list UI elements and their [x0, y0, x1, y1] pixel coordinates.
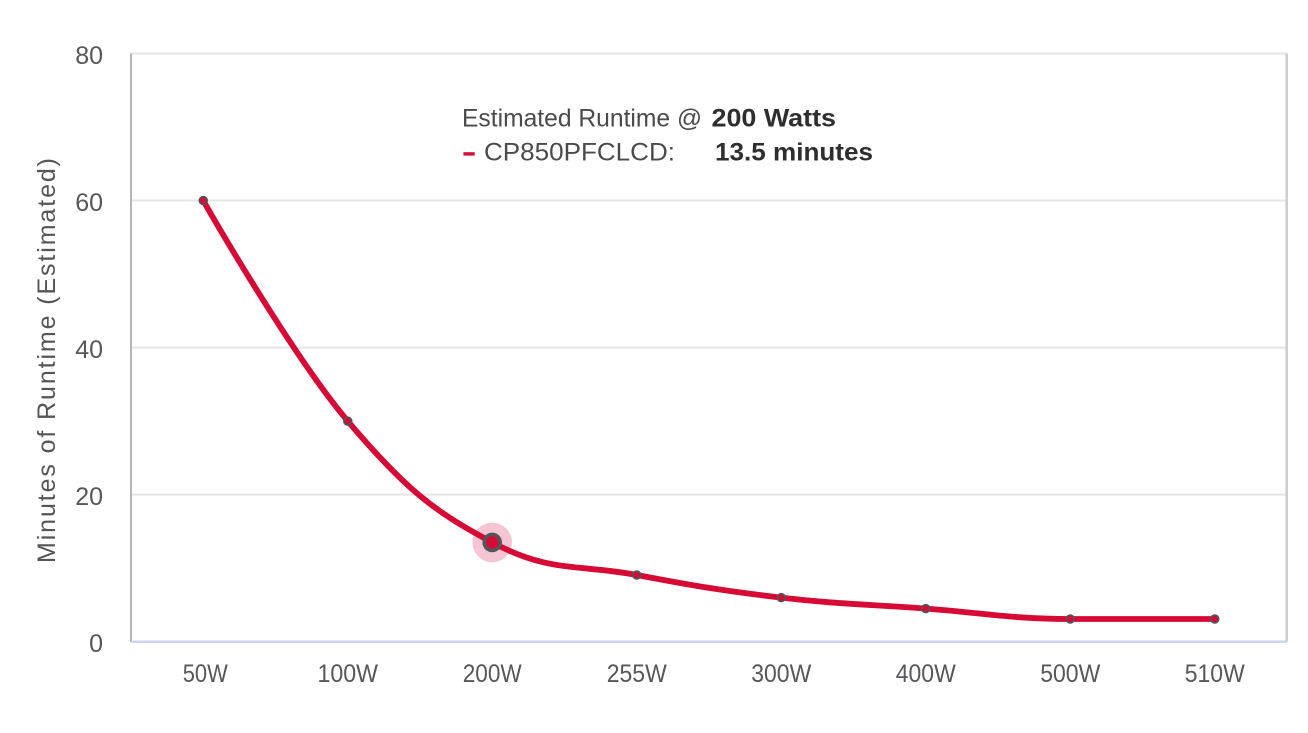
svg-text:300W: 300W: [751, 660, 811, 688]
svg-text:510W: 510W: [1185, 660, 1245, 688]
svg-text:80: 80: [75, 42, 103, 70]
svg-text:200W: 200W: [463, 660, 522, 688]
svg-text:50W: 50W: [183, 660, 228, 688]
svg-text:20: 20: [75, 483, 103, 511]
svg-text:500W: 500W: [1040, 660, 1100, 688]
svg-text:13.5 minutes: 13.5 minutes: [715, 139, 873, 167]
svg-text:60: 60: [75, 189, 103, 217]
svg-text:255W: 255W: [607, 660, 667, 688]
svg-text:CP850PFCLCD:: CP850PFCLCD:: [484, 139, 675, 167]
svg-text:0: 0: [89, 630, 103, 658]
svg-text:Minutes of Runtime (Estimated): Minutes of Runtime (Estimated): [33, 158, 61, 563]
svg-text:Estimated Runtime @: Estimated Runtime @: [462, 105, 702, 133]
svg-text:40: 40: [75, 336, 103, 364]
svg-text:400W: 400W: [896, 660, 956, 688]
svg-text:100W: 100W: [318, 660, 379, 688]
svg-text:200 Watts: 200 Watts: [712, 105, 837, 133]
